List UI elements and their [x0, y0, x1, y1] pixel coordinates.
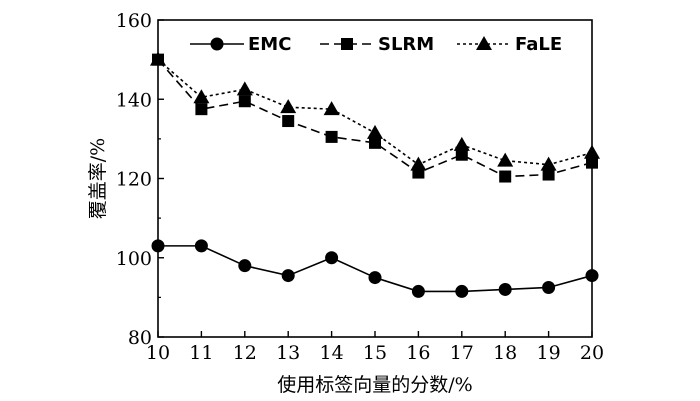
point-fale-11 — [193, 89, 210, 104]
series-fale — [150, 51, 600, 171]
y-tick-label-100: 100 — [116, 248, 152, 270]
point-slrm-17 — [455, 148, 468, 161]
legend-label-slrm: SLRM — [378, 34, 434, 55]
point-emc-10 — [151, 239, 165, 253]
point-emc-18 — [498, 282, 512, 296]
plot-frame — [157, 19, 593, 338]
series-layer — [150, 51, 600, 298]
series-line-slrm — [157, 59, 593, 178]
legend-label-emc: EMC — [248, 34, 291, 55]
point-slrm-19 — [542, 168, 555, 181]
y-axis-title: 覆盖率/% — [87, 138, 109, 219]
point-emc-19 — [542, 280, 556, 294]
y-tick-label-160: 160 — [116, 10, 152, 32]
point-slrm-18 — [499, 170, 512, 183]
point-fale-20 — [584, 144, 600, 159]
point-fale-18 — [497, 152, 514, 167]
series-slrm — [152, 53, 598, 183]
legend-item-slrm: SLRM — [320, 34, 434, 55]
series-line-emc — [158, 245, 593, 293]
point-emc-17 — [455, 284, 469, 298]
point-slrm-15 — [369, 136, 381, 149]
point-fale-19 — [540, 156, 557, 171]
x-tick-label-10: 10 — [146, 342, 170, 364]
plot-area: 10 11 12 13 14 15 16 17 18 19 20 80 100 120 140 160 — [116, 10, 604, 364]
point-emc-14 — [325, 251, 339, 265]
x-tick-label-18: 18 — [493, 342, 517, 364]
x-tick-label-16: 16 — [406, 342, 430, 364]
point-fale-17 — [453, 136, 470, 151]
y-tick-label-80: 80 — [128, 327, 152, 349]
x-tick-label-20: 20 — [580, 342, 604, 364]
point-slrm-12 — [238, 95, 251, 108]
x-tick-label-12: 12 — [233, 342, 257, 364]
series-line-fale — [157, 59, 593, 166]
point-slrm-11 — [195, 103, 208, 116]
x-tick-label-19: 19 — [537, 342, 561, 364]
point-slrm-13 — [282, 115, 295, 128]
point-emc-13 — [281, 269, 295, 283]
legend-item-emc: EMC — [190, 34, 291, 55]
point-slrm-14 — [325, 130, 338, 143]
x-tick-label-11: 11 — [189, 342, 213, 364]
point-fale-12 — [236, 81, 253, 96]
y-tick-label-120: 120 — [116, 169, 152, 191]
point-emc-12 — [238, 259, 252, 273]
x-tick-label-17: 17 — [450, 342, 474, 364]
legend-marker-emc — [210, 37, 224, 51]
point-fale-15 — [367, 124, 383, 139]
point-fale-10 — [150, 51, 166, 66]
x-tick-label-15: 15 — [363, 342, 387, 364]
x-axis-title: 使用标签向量的分数/% — [277, 374, 472, 396]
point-emc-16 — [411, 284, 425, 298]
point-slrm-20 — [586, 156, 598, 169]
x-tick-label-14: 14 — [320, 342, 344, 364]
legend-label-fale: FaLE — [515, 34, 562, 55]
legend-marker-slrm — [341, 38, 353, 50]
point-emc-11 — [194, 239, 208, 253]
point-emc-15 — [368, 271, 382, 285]
y-tick-label-140: 140 — [116, 89, 152, 111]
point-fale-13 — [280, 99, 297, 114]
legend: EMC SLRM FaLE — [190, 34, 562, 55]
legend-item-fale: FaLE — [457, 34, 562, 55]
x-tick-label-13: 13 — [276, 342, 300, 364]
point-fale-14 — [323, 101, 340, 116]
legend-marker-fale — [476, 36, 492, 50]
point-fale-16 — [410, 156, 427, 171]
series-emc — [151, 239, 599, 298]
point-emc-20 — [585, 269, 599, 283]
